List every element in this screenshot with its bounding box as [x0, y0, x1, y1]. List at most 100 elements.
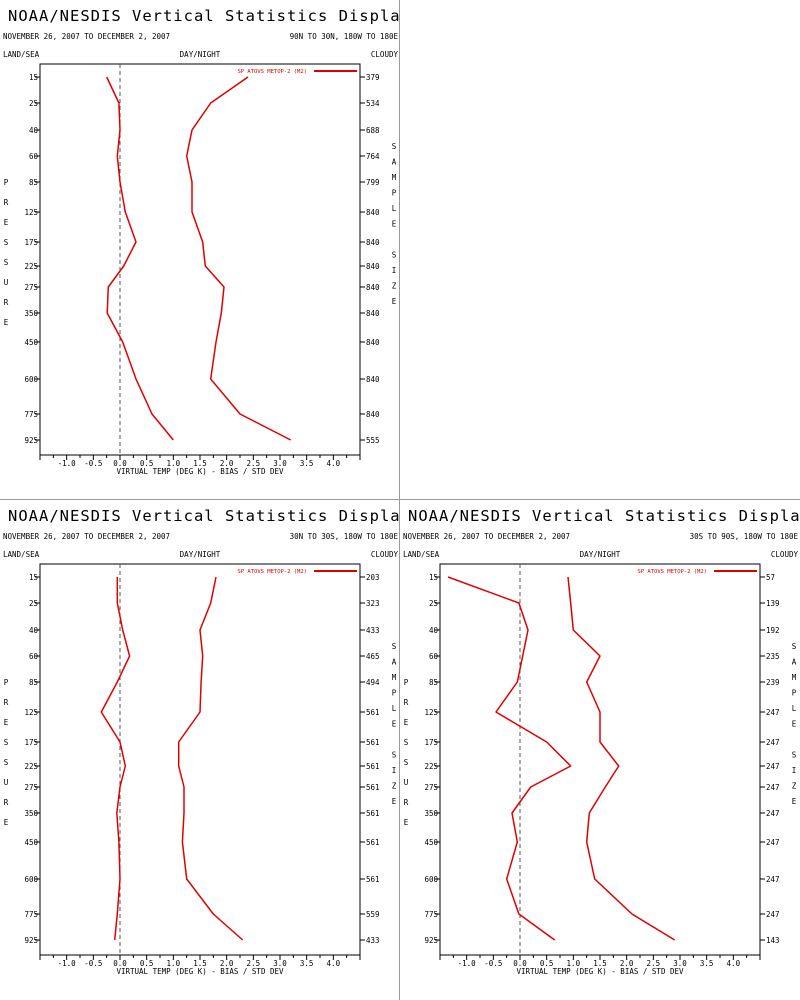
sample-size-axis-letter: E: [392, 720, 397, 729]
pressure-axis-letter: P: [404, 678, 409, 687]
x-tick-label: -1.0: [58, 959, 77, 968]
sample-size-label: 840: [366, 309, 380, 318]
x-tick-label: 4.0: [327, 459, 341, 468]
x-tick-label: 3.0: [273, 459, 287, 468]
sample-size-label: 247: [766, 783, 780, 792]
legend-entry: SP ATOVS METOP-2 (M2): [237, 69, 307, 75]
x-tick-label: 3.5: [300, 459, 314, 468]
sample-size-label: 247: [766, 910, 780, 919]
x-tick-label: 2.0: [620, 959, 634, 968]
x-tick-label: -0.5: [84, 459, 102, 468]
x-tick-label: 0.5: [540, 959, 554, 968]
x-axis-label: VIRTUAL TEMP (DEG K) - BIAS / STD DEV: [116, 467, 284, 476]
pressure-axis-letter: R: [404, 698, 409, 707]
day-night-label: DAY/NIGHT: [180, 50, 221, 59]
sample-size-label: 247: [766, 809, 780, 818]
sample-size-axis-letter: M: [392, 173, 397, 182]
panel-30s-90s: NOAA/NESDIS Vertical Statistics Display N…: [403, 507, 800, 976]
sample-size-axis-letter: I: [392, 266, 397, 275]
panel-90n-30n: NOAA/NESDIS Vertical Statistics Display N…: [3, 7, 400, 476]
x-tick-label: 2.5: [247, 459, 261, 468]
x-tick-label: 3.0: [673, 959, 687, 968]
sample-size-label: 840: [366, 208, 380, 217]
sample-size-label: 840: [366, 410, 380, 419]
sample-size-label: 840: [366, 283, 380, 292]
date-range: NOVEMBER 26, 2007 TO DECEMBER 2, 2007: [403, 532, 570, 541]
day-night-label: DAY/NIGHT: [180, 550, 221, 559]
x-tick-label: 1.0: [167, 459, 181, 468]
pressure-axis-letter: E: [4, 318, 9, 327]
pressure-level-label: 15: [29, 573, 38, 582]
pressure-level-label: 85: [429, 678, 438, 687]
x-axis-label: VIRTUAL TEMP (DEG K) - BIAS / STD DEV: [516, 967, 684, 976]
sample-size-label: 239: [766, 678, 780, 687]
x-tick-label: -0.5: [84, 959, 102, 968]
x-tick-label: 0.0: [513, 959, 527, 968]
sample-size-axis-letter: A: [792, 658, 797, 667]
pressure-axis-letter: S: [404, 758, 409, 767]
sample-size-axis-letter: E: [392, 797, 397, 806]
sample-size-label: 433: [366, 626, 380, 635]
pressure-level-label: 40: [29, 626, 39, 635]
x-tick-label: 1.5: [193, 459, 207, 468]
pressure-level-label: 350: [424, 809, 438, 818]
bias-series-line: [447, 576, 572, 941]
sample-size-label: 465: [366, 652, 380, 661]
pressure-axis-letter: S: [4, 238, 9, 247]
bias-series-line: [106, 76, 174, 441]
x-tick-label: 1.5: [193, 959, 207, 968]
region-label: 30N TO 30S, 180W TO 180E: [290, 532, 399, 541]
sample-size-label: 561: [366, 809, 380, 818]
pressure-axis-letter: E: [4, 818, 9, 827]
x-tick-label: 4.0: [727, 959, 741, 968]
pressure-level-label: 40: [29, 126, 39, 135]
date-range: NOVEMBER 26, 2007 TO DECEMBER 2, 2007: [3, 532, 170, 541]
sample-size-label: 561: [366, 738, 380, 747]
sample-size-label: 561: [366, 783, 380, 792]
vertical-divider-bottom: [399, 500, 400, 1000]
sample-size-axis-letter: Z: [792, 782, 797, 791]
sample-size-label: 247: [766, 838, 780, 847]
std-dev-series-line: [177, 576, 244, 941]
sample-size-axis-letter: S: [392, 251, 397, 260]
sample-size-label: 559: [366, 910, 380, 919]
plot-frame: [39, 63, 361, 456]
pressure-level-label: 450: [424, 838, 438, 847]
sample-size-axis-letter: A: [392, 658, 397, 667]
pressure-level-label: 350: [24, 809, 38, 818]
legend-entry: SP ATOVS METOP-2 (M2): [637, 569, 707, 575]
panel-title: NOAA/NESDIS Vertical Statistics Display: [408, 507, 800, 525]
x-tick-label: -0.5: [484, 959, 502, 968]
x-tick-label: 3.5: [300, 959, 314, 968]
pressure-level-label: 225: [24, 262, 38, 271]
pressure-axis-letter: S: [404, 738, 409, 747]
pressure-level-label: 925: [424, 936, 438, 945]
x-tick-label: 3.0: [273, 959, 287, 968]
x-tick-label: 0.0: [113, 959, 127, 968]
x-tick-label: 0.5: [140, 959, 154, 968]
pressure-axis-letter: R: [4, 198, 9, 207]
std-dev-series-line: [185, 76, 292, 441]
pressure-level-label: 600: [424, 875, 438, 884]
sample-size-label: 494: [366, 678, 380, 687]
sample-size-label: 840: [366, 262, 380, 271]
pressure-level-label: 175: [24, 238, 38, 247]
pressure-axis-letter: S: [4, 258, 9, 267]
sample-size-axis-letter: M: [792, 673, 797, 682]
pressure-level-label: 40: [429, 626, 439, 635]
pressure-level-label: 775: [24, 910, 38, 919]
pressure-level-label: 85: [29, 678, 38, 687]
x-tick-label: 3.5: [700, 959, 714, 968]
pressure-axis-letter: E: [4, 218, 9, 227]
cloudy-label: CLOUDY: [771, 550, 799, 559]
pressure-level-label: 25: [29, 99, 38, 108]
vertical-divider-top: [399, 0, 400, 500]
sample-size-label: 555: [366, 436, 380, 445]
pressure-level-label: 85: [29, 178, 38, 187]
pressure-axis-letter: R: [4, 698, 9, 707]
sample-size-axis-letter: P: [792, 689, 797, 698]
cloudy-label: CLOUDY: [371, 550, 399, 559]
sample-size-label: 192: [766, 626, 780, 635]
pressure-level-label: 15: [29, 73, 38, 82]
sample-size-axis-letter: A: [392, 158, 397, 167]
